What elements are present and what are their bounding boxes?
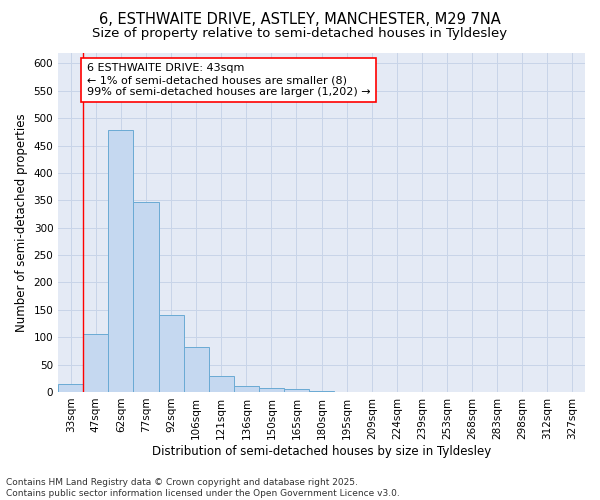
Bar xyxy=(133,202,158,392)
Bar xyxy=(58,384,83,392)
Bar xyxy=(234,386,259,392)
Bar xyxy=(158,315,184,392)
Bar xyxy=(83,334,109,392)
X-axis label: Distribution of semi-detached houses by size in Tyldesley: Distribution of semi-detached houses by … xyxy=(152,444,491,458)
Bar xyxy=(259,388,284,392)
Y-axis label: Number of semi-detached properties: Number of semi-detached properties xyxy=(15,113,28,332)
Text: Size of property relative to semi-detached houses in Tyldesley: Size of property relative to semi-detach… xyxy=(92,28,508,40)
Bar xyxy=(284,388,309,392)
Bar xyxy=(109,130,133,392)
Text: 6, ESTHWAITE DRIVE, ASTLEY, MANCHESTER, M29 7NA: 6, ESTHWAITE DRIVE, ASTLEY, MANCHESTER, … xyxy=(99,12,501,28)
Bar xyxy=(184,346,209,392)
Bar xyxy=(209,376,234,392)
Text: 6 ESTHWAITE DRIVE: 43sqm
← 1% of semi-detached houses are smaller (8)
99% of sem: 6 ESTHWAITE DRIVE: 43sqm ← 1% of semi-de… xyxy=(87,64,371,96)
Text: Contains HM Land Registry data © Crown copyright and database right 2025.
Contai: Contains HM Land Registry data © Crown c… xyxy=(6,478,400,498)
